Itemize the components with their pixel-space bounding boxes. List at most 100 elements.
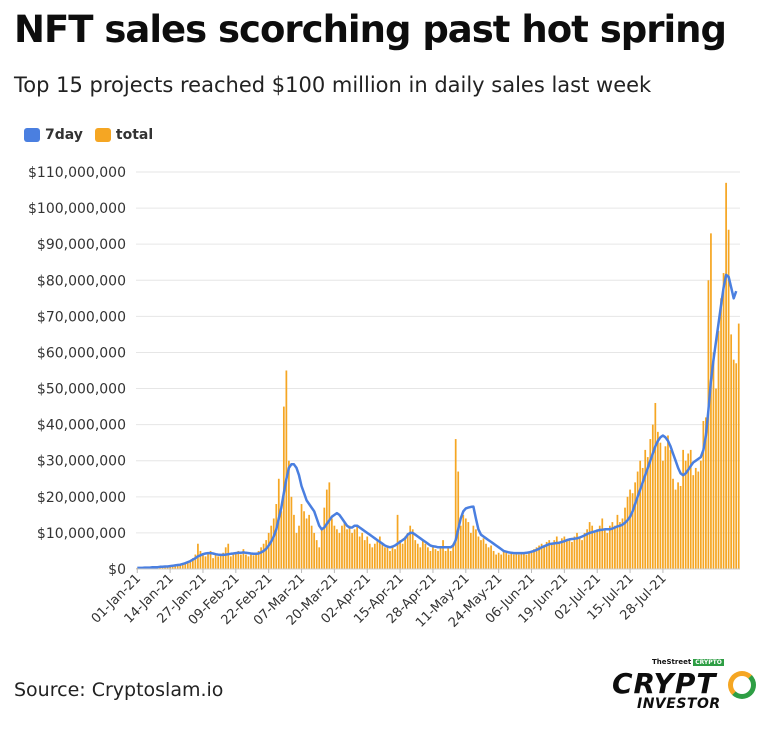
- total-bar: [323, 507, 326, 569]
- x-axis-tick-labels: 01-Jan-2114-Jan-2127-Jan-2109-Feb-2122-F…: [89, 569, 670, 631]
- total-bar: [720, 298, 722, 569]
- total-bar: [308, 514, 310, 569]
- total-bar: [649, 439, 652, 569]
- total-bar: [204, 556, 207, 569]
- total-bar: [464, 518, 467, 569]
- total-bar: [563, 536, 566, 569]
- total-bar: [487, 547, 490, 569]
- total-bar: [447, 547, 449, 569]
- total-bar: [245, 554, 247, 569]
- total-bar: [227, 543, 230, 569]
- total-bar: [315, 540, 318, 569]
- total-bar: [566, 540, 568, 569]
- total-bar: [598, 525, 601, 569]
- total-bar: [732, 359, 735, 569]
- total-bar: [427, 547, 429, 569]
- total-bar: [662, 460, 664, 569]
- nft-sales-chart: $0 $10,000,000 $20,000,000 $30,000,000 $40,0…: [28, 165, 740, 631]
- total-bar: [540, 543, 543, 569]
- total-bar: [596, 529, 599, 569]
- total-bar: [260, 547, 262, 569]
- total-bar: [353, 529, 356, 569]
- y-tick-label: $0: [108, 562, 126, 578]
- total-bar: [186, 561, 189, 569]
- total-bar: [535, 547, 538, 569]
- total-bar: [207, 552, 209, 569]
- total-bar: [477, 536, 480, 569]
- total-bar: [576, 532, 578, 569]
- total-bar: [449, 550, 452, 569]
- total-bar: [560, 538, 563, 569]
- legend-item-7day[interactable]: 7day: [24, 127, 83, 143]
- total-bar: [229, 556, 232, 569]
- total-bar: [174, 565, 177, 569]
- total-bar: [356, 525, 358, 569]
- total-bar: [469, 532, 472, 569]
- gridlines: [136, 171, 740, 570]
- total-bar: [457, 471, 460, 569]
- total-bar: [442, 540, 444, 569]
- total-bar: [202, 554, 204, 569]
- total-bar: [533, 549, 535, 569]
- y-tick-label: $10,000,000: [37, 526, 126, 542]
- total-bar: [384, 547, 386, 569]
- total-bar: [507, 554, 510, 569]
- total-bar: [379, 536, 381, 569]
- total-bar: [510, 553, 513, 569]
- total-bar: [290, 496, 293, 569]
- total-bar: [409, 525, 412, 569]
- total-bar: [265, 540, 268, 569]
- total-bar: [672, 478, 674, 569]
- total-bar: [219, 555, 222, 569]
- legend-item-total[interactable]: total: [94, 127, 153, 143]
- total-bar: [396, 514, 399, 569]
- total-bar: [712, 352, 715, 569]
- legend-label-7day: 7day: [45, 127, 83, 143]
- total-bar: [571, 541, 573, 569]
- total-bar: [634, 482, 636, 569]
- total-bar: [199, 550, 202, 569]
- total-bar: [705, 417, 707, 569]
- total-bar: [573, 536, 576, 569]
- total-bar: [169, 565, 171, 569]
- y-tick-label: $100,000,000: [28, 201, 126, 217]
- total-bar: [437, 550, 439, 569]
- total-bar: [500, 554, 503, 569]
- total-bar: [240, 554, 242, 569]
- y-tick-label: $40,000,000: [37, 418, 126, 434]
- total-bar: [368, 543, 371, 569]
- total-bar: [313, 532, 316, 569]
- total-bar: [209, 550, 212, 569]
- total-bar: [548, 540, 551, 569]
- total-bar: [358, 536, 361, 569]
- total-bar: [591, 525, 594, 569]
- total-bar: [237, 550, 240, 569]
- total-bar: [495, 554, 497, 569]
- legend-swatch-7day: [24, 128, 40, 142]
- y-tick-label: $30,000,000: [37, 454, 126, 470]
- total-bar: [550, 543, 553, 569]
- total-bar: [664, 446, 667, 569]
- total-bar: [336, 529, 338, 569]
- total-bar: [232, 554, 235, 569]
- total-bar: [439, 547, 442, 569]
- total-bar: [518, 554, 520, 569]
- chart-title: NFT sales scorching past hot spring: [14, 8, 727, 51]
- total-bar: [272, 518, 275, 569]
- total-bar: [401, 543, 404, 569]
- total-bar: [669, 449, 672, 569]
- total-bar: [376, 540, 379, 569]
- total-bar: [348, 525, 351, 569]
- total-bar: [530, 550, 533, 569]
- total-bar: [553, 540, 556, 569]
- total-bar: [606, 532, 609, 569]
- y-axis-tick-labels: $0 $10,000,000 $20,000,000 $30,000,000 $40,0…: [28, 165, 126, 578]
- total-bar: [725, 182, 727, 569]
- total-bar: [515, 552, 518, 569]
- crypto-investor-logo: TheStreet CRYPTO CRYPT INVESTOR: [610, 655, 760, 715]
- total-bar: [737, 323, 740, 569]
- total-bar: [657, 431, 659, 569]
- total-bar: [636, 471, 639, 569]
- total-bar: [593, 532, 596, 569]
- legend-swatch-total: [94, 128, 111, 142]
